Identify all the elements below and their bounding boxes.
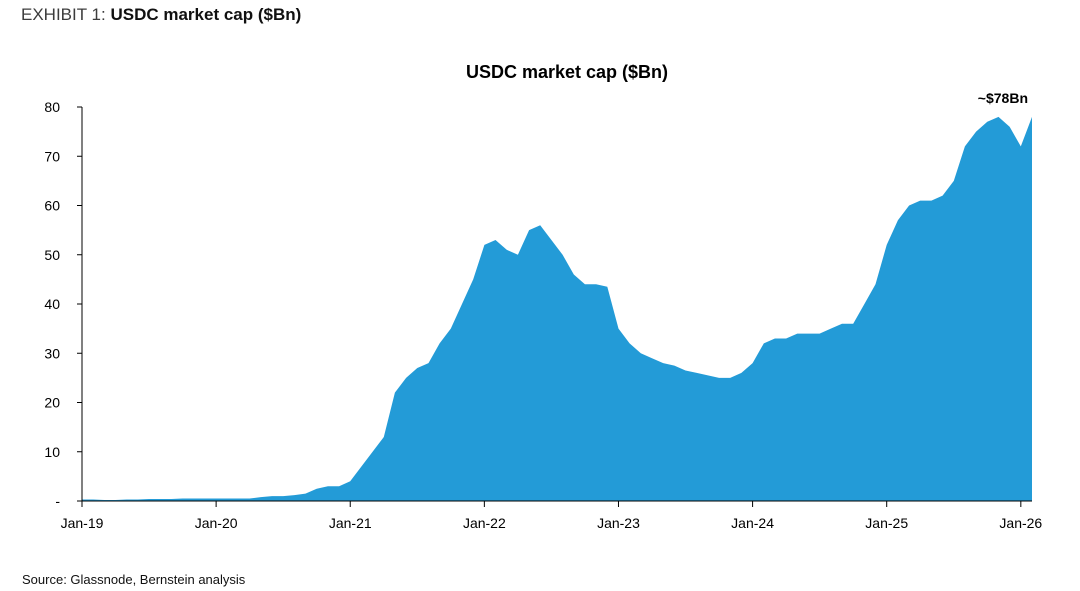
series-area [82,116,1032,502]
x-tick-label: Jan-23 [597,515,640,531]
x-tick-label: Jan-21 [329,515,372,531]
source-note: Source: Glassnode, Bernstein analysis [22,572,246,587]
x-tick-label: Jan-26 [999,515,1042,531]
x-tick-label: Jan-22 [463,515,506,531]
y-tick-label: 60 [44,198,60,214]
area-chart: USDC market cap ($Bn) - 10 20 30 40 50 60 70 80 Ja… [44,62,1042,531]
y-tick-label: - [55,493,60,509]
y-tick-label: 20 [44,395,60,411]
y-tick-label: 70 [44,148,60,164]
x-tick-label: Jan-25 [865,515,908,531]
chart-title: USDC market cap ($Bn) [466,62,668,82]
y-tick-label: 80 [44,99,60,115]
y-tick-label: 50 [44,247,60,263]
exhibit-title: USDC market cap ($Bn) [110,5,302,24]
x-tick-label: Jan-24 [731,515,774,531]
y-tick-label: 10 [44,444,60,460]
exhibit-header: EXHIBIT 1: USDC market cap ($Bn) [21,5,301,25]
y-tick-label: 40 [44,296,60,312]
y-tick-label: 30 [44,345,60,361]
x-tick-label: Jan-20 [195,515,238,531]
peak-annotation: ~$78Bn [978,90,1028,106]
x-tick-label: Jan-19 [61,515,104,531]
exhibit-label: EXHIBIT 1: [21,5,106,24]
